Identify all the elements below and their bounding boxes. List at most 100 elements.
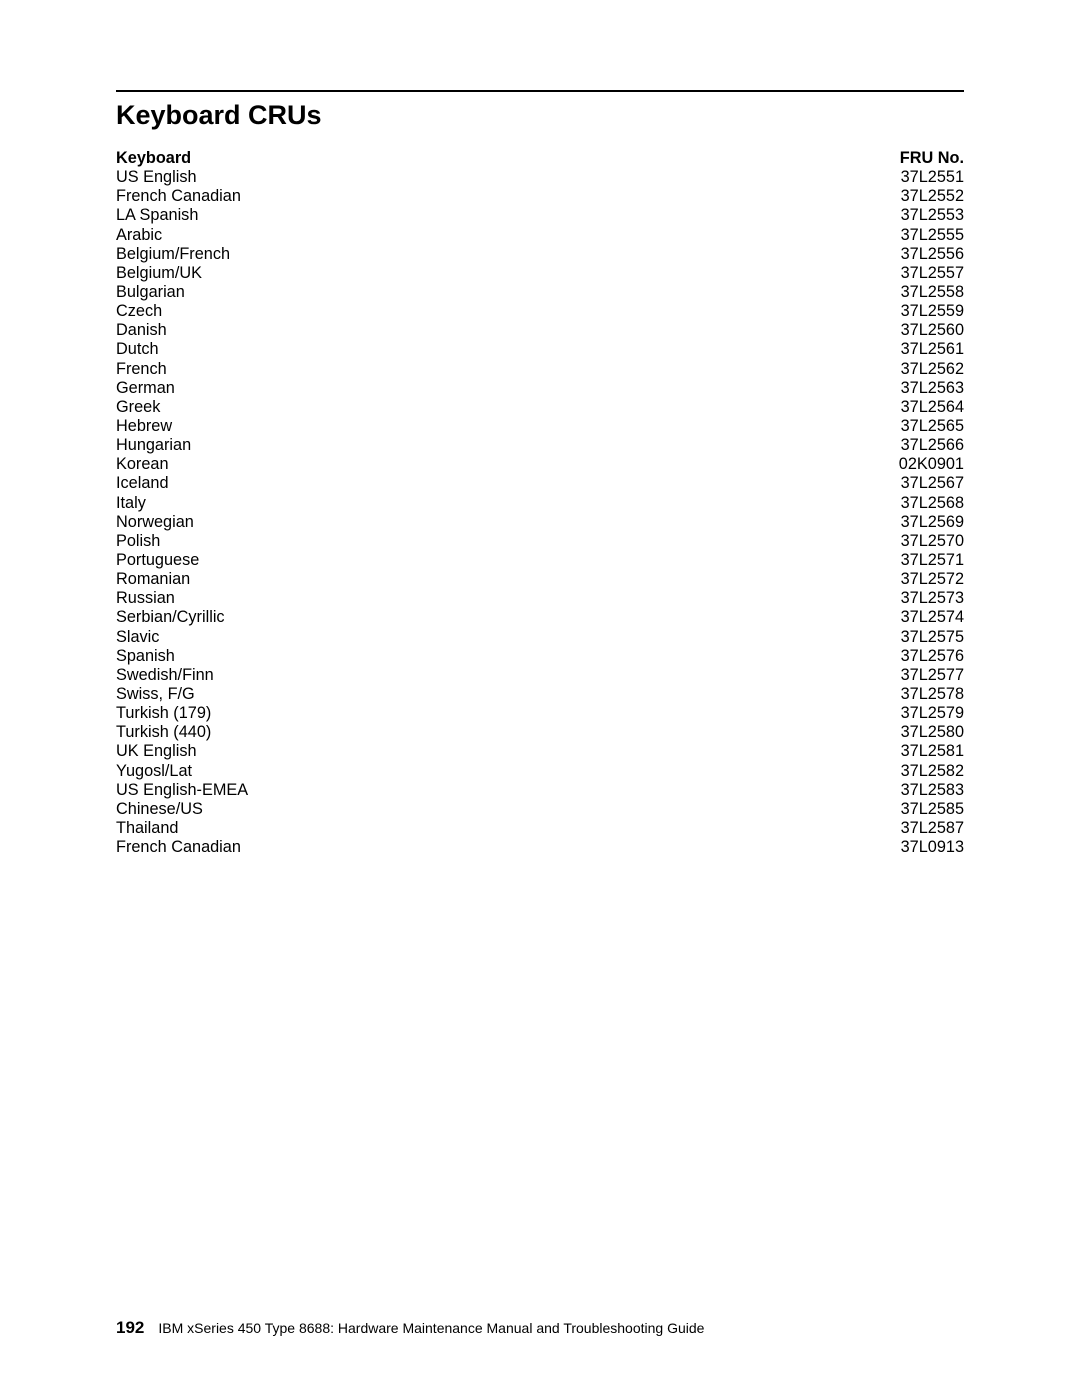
- table-row: Chinese/US37L2585: [116, 800, 964, 819]
- table-row: German 37L2563: [116, 379, 964, 398]
- table-row: Dutch 37L2561: [116, 340, 964, 359]
- keyboard-name: Italy: [116, 494, 146, 513]
- keyboard-name: Iceland: [116, 474, 169, 493]
- table-header-row: Keyboard FRU No.: [116, 149, 964, 168]
- table-row: Russian 37L2573: [116, 589, 964, 608]
- table-row: Greek 37L2564: [116, 398, 964, 417]
- fru-number: 37L0913: [901, 838, 964, 857]
- keyboard-name: French: [116, 360, 167, 379]
- table-row: Yugosl/Lat 37L2582: [116, 762, 964, 781]
- table-row: French Canadian 37L0913: [116, 838, 964, 857]
- fru-number: 37L2563: [901, 379, 964, 398]
- keyboard-name: Arabic: [116, 226, 162, 245]
- keyboard-name: Polish: [116, 532, 160, 551]
- keyboard-name: Thailand: [116, 819, 178, 838]
- keyboard-name: Spanish: [116, 647, 175, 666]
- fru-number: 37L2576: [901, 647, 964, 666]
- fru-number: 37L2552: [901, 187, 964, 206]
- keyboard-name: Chinese/US: [116, 800, 203, 819]
- fru-number: 37L2582: [901, 762, 964, 781]
- table-row: Serbian/Cyrillic37L2574: [116, 608, 964, 627]
- table-row: Norwegian37L2569: [116, 513, 964, 532]
- table-row: UK English 37L2581: [116, 742, 964, 761]
- keyboard-name: Belgium/French: [116, 245, 230, 264]
- table-row: Italy37L2568: [116, 494, 964, 513]
- keyboard-name: Turkish (179): [116, 704, 211, 723]
- keyboard-name: Hebrew: [116, 417, 172, 436]
- keyboard-name: Russian: [116, 589, 175, 608]
- table-row: Romanian 37L2572: [116, 570, 964, 589]
- keyboard-name: US English-EMEA: [116, 781, 248, 800]
- keyboard-name: Greek: [116, 398, 160, 417]
- table-row: Spanish 37L2576: [116, 647, 964, 666]
- table-row: Arabic 37L2555: [116, 226, 964, 245]
- keyboard-name: Slavic: [116, 628, 159, 647]
- keyboard-name: Danish: [116, 321, 167, 340]
- table-row: Belgium/French37L2556: [116, 245, 964, 264]
- fru-number: 37L2573: [901, 589, 964, 608]
- table-row: Polish 37L2570: [116, 532, 964, 551]
- keyboard-name: Norwegian: [116, 513, 194, 532]
- keyboard-name: US English: [116, 168, 197, 187]
- keyboard-name: Hungarian: [116, 436, 191, 455]
- page-footer: 192 IBM xSeries 450 Type 8688: Hardware M…: [116, 1318, 704, 1338]
- keyboard-name: Bulgarian: [116, 283, 185, 302]
- fru-number: 37L2579: [901, 704, 964, 723]
- fru-number: 37L2583: [901, 781, 964, 800]
- fru-number: 37L2567: [901, 474, 964, 493]
- keyboard-name: Romanian: [116, 570, 190, 589]
- keyboard-name: French Canadian: [116, 838, 241, 857]
- table-row: Hebrew 37L2565: [116, 417, 964, 436]
- fru-number: 37L2562: [901, 360, 964, 379]
- table-row: Korean 02K0901: [116, 455, 964, 474]
- page-number: 192: [116, 1318, 144, 1337]
- fru-number: 37L2565: [901, 417, 964, 436]
- fru-number: 37L2578: [901, 685, 964, 704]
- fru-number: 37L2572: [901, 570, 964, 589]
- table-row: Swiss, F/G 37L2578: [116, 685, 964, 704]
- keyboard-name: Dutch: [116, 340, 159, 359]
- fru-number: 37L2580: [901, 723, 964, 742]
- fru-number: 37L2558: [901, 283, 964, 302]
- table-row: US English-EMEA 37L2583: [116, 781, 964, 800]
- table-row: Turkish (179) 37L2579: [116, 704, 964, 723]
- keyboard-name: UK English: [116, 742, 197, 761]
- fru-number: 37L2581: [901, 742, 964, 761]
- footer-text: IBM xSeries 450 Type 8688: Hardware Main…: [158, 1320, 704, 1336]
- table-row: Slavic 37L2575: [116, 628, 964, 647]
- table-row: LA Spanish37L2553: [116, 206, 964, 225]
- fru-number: 37L2555: [901, 226, 964, 245]
- keyboard-name: Serbian/Cyrillic: [116, 608, 225, 627]
- fru-number: 37L2570: [901, 532, 964, 551]
- keyboard-name: Yugosl/Lat: [116, 762, 192, 781]
- keyboard-name: French Canadian: [116, 187, 241, 206]
- fru-number: 02K0901: [899, 455, 964, 474]
- fru-number: 37L2571: [901, 551, 964, 570]
- fru-number: 37L2577: [901, 666, 964, 685]
- table-row: French Canadian 37L2552: [116, 187, 964, 206]
- keyboard-name: LA Spanish: [116, 206, 198, 225]
- keyboard-name: Belgium/UK: [116, 264, 202, 283]
- keyboard-table: Keyboard FRU No. US English37L2551French…: [116, 149, 964, 857]
- table-row: Bulgarian 37L2558: [116, 283, 964, 302]
- fru-number: 37L2557: [901, 264, 964, 283]
- document-page: Keyboard CRUs Keyboard FRU No. US Englis…: [0, 0, 1080, 1397]
- table-row: French 37L2562: [116, 360, 964, 379]
- keyboard-name: German: [116, 379, 175, 398]
- table-header-keyboard: Keyboard: [116, 149, 191, 168]
- fru-number: 37L2564: [901, 398, 964, 417]
- fru-number: 37L2551: [901, 168, 964, 187]
- fru-number: 37L2559: [901, 302, 964, 321]
- keyboard-name: Korean: [116, 455, 169, 474]
- table-header-fru: FRU No.: [900, 149, 964, 168]
- table-row: Czech37L2559: [116, 302, 964, 321]
- keyboard-name: Swedish/Finn: [116, 666, 214, 685]
- fru-number: 37L2561: [901, 340, 964, 359]
- fru-number: 37L2587: [901, 819, 964, 838]
- table-row: US English 37L2551: [116, 168, 964, 187]
- table-row: Hungarian37L2566: [116, 436, 964, 455]
- fru-number: 37L2575: [901, 628, 964, 647]
- keyboard-name: Swiss, F/G: [116, 685, 195, 704]
- table-row: Turkish (440)37L2580: [116, 723, 964, 742]
- table-row: Danish37L2560: [116, 321, 964, 340]
